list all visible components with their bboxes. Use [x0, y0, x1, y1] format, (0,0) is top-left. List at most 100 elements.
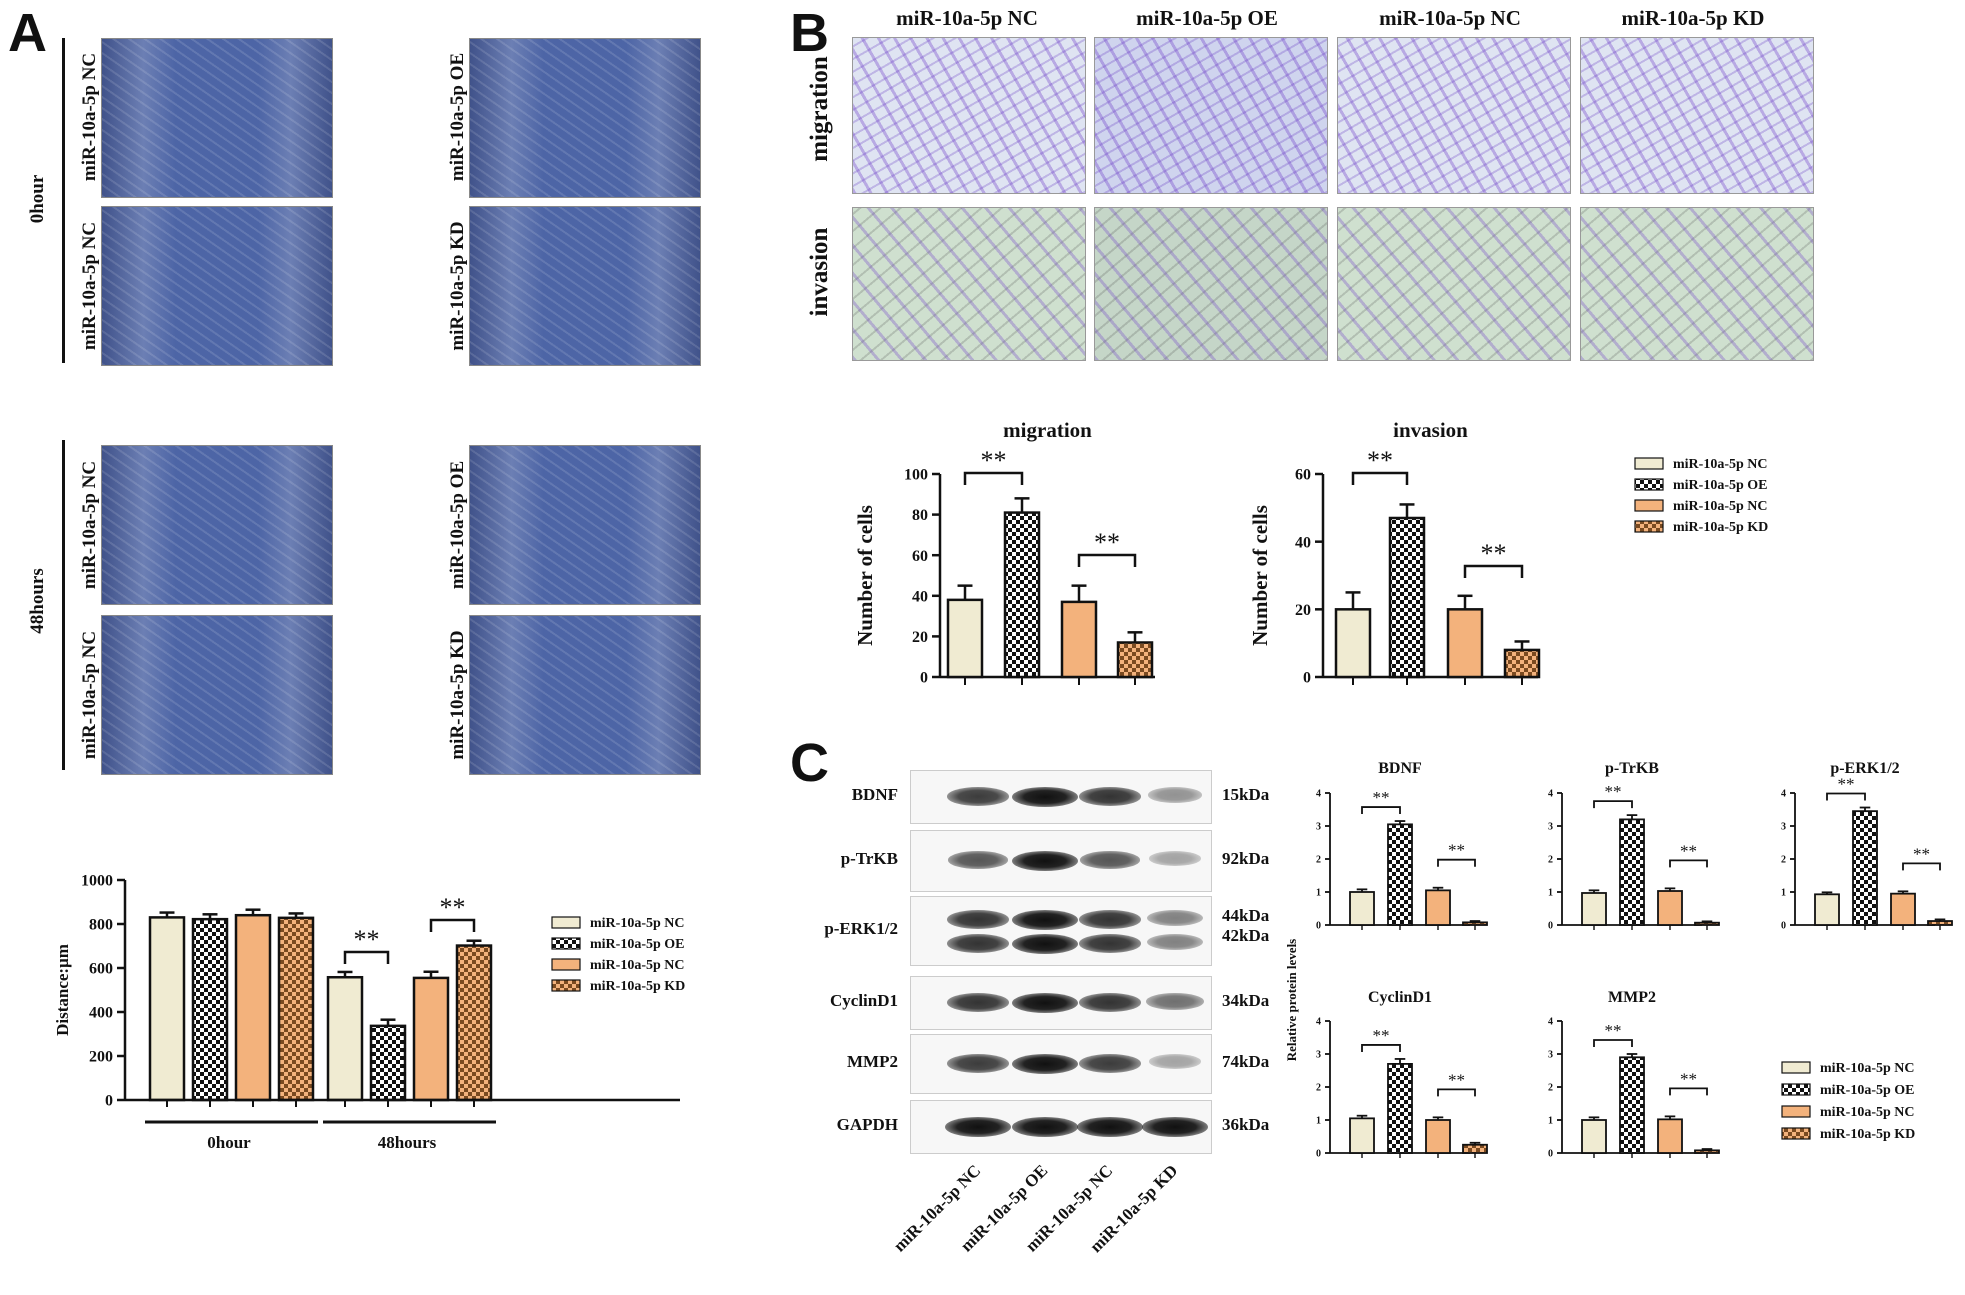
significance-bracket — [1669, 1087, 1708, 1096]
significance-label: ** — [1448, 1070, 1465, 1089]
bar — [455, 944, 493, 1102]
wound-image-48h-kd — [469, 615, 701, 775]
significance-bracket — [1902, 862, 1941, 871]
y-axis-label: Number of cells — [1248, 505, 1272, 646]
bar — [191, 917, 229, 1102]
invasion-image-nc2 — [1337, 207, 1571, 361]
bar — [1657, 1118, 1683, 1154]
legend-swatch — [1781, 1127, 1811, 1140]
blot-kda-label: 36kDa — [1222, 1115, 1270, 1134]
bar — [1814, 893, 1840, 926]
y-axis-label: Relative protein levels — [1284, 939, 1299, 1062]
bar — [1060, 600, 1098, 679]
bar — [1446, 608, 1484, 679]
y-tick-label: 0 — [1316, 1149, 1321, 1160]
bar — [1349, 891, 1375, 926]
significance-label: ** — [1367, 446, 1393, 475]
bar — [1694, 1149, 1720, 1154]
blot-band — [1079, 1054, 1141, 1073]
chart-title: p-ERK1/2 — [1830, 760, 1899, 777]
blot-band — [1146, 993, 1204, 1010]
bar — [277, 916, 315, 1102]
blot-band — [1012, 934, 1078, 954]
significance-bracket — [1463, 564, 1524, 578]
significance-bracket — [1437, 858, 1476, 867]
y-tick-label: 600 — [89, 961, 113, 978]
bar — [1694, 921, 1720, 926]
y-tick-label: 2 — [1781, 855, 1786, 866]
bar — [1116, 641, 1154, 679]
significance-label: ** — [1605, 782, 1622, 801]
legend-label: miR-10a-5p NC — [1820, 1061, 1915, 1076]
legend-label: miR-10a-5p NC — [1673, 499, 1768, 514]
significance-label: ** — [1373, 788, 1390, 807]
blot-band — [1078, 910, 1142, 929]
blot-band — [1012, 1117, 1078, 1137]
blot-band — [1012, 1054, 1078, 1074]
wound-image-0h-nc — [101, 38, 333, 198]
chart-title: p-TrKB — [1605, 760, 1659, 777]
bar — [148, 916, 186, 1102]
chart-title: BDNF — [1378, 760, 1422, 777]
significance-bracket — [1593, 1039, 1633, 1047]
significance-label: ** — [1094, 528, 1120, 557]
chart-title: CyclinD1 — [1368, 989, 1432, 1006]
invasion-image-kd — [1580, 207, 1814, 361]
legend-swatch — [1781, 1105, 1811, 1118]
invasion-image-oe — [1094, 207, 1328, 361]
y-tick-label: 1 — [1548, 888, 1553, 899]
blot-band — [1148, 787, 1202, 803]
y-tick-label: 0 — [1316, 921, 1321, 932]
blot-kda-label: 74kDa — [1222, 1052, 1270, 1071]
y-tick-label: 0 — [1548, 921, 1553, 932]
significance-label: ** — [1680, 841, 1697, 860]
legend-swatch — [1634, 499, 1664, 512]
y-tick-label: 60 — [912, 548, 928, 565]
legend-swatch — [1781, 1061, 1811, 1074]
panel-letter-b: B — [790, 3, 829, 63]
bar — [1890, 892, 1916, 926]
y-tick-label: 1 — [1316, 888, 1321, 899]
significance-label: ** — [1838, 775, 1855, 794]
col-header: miR-10a-5p NC — [896, 6, 1038, 30]
y-tick-label: 1000 — [81, 873, 113, 890]
blot-band — [947, 1054, 1009, 1073]
y-tick-label: 100 — [904, 467, 928, 484]
y-tick-label: 400 — [89, 1005, 113, 1022]
significance-label: ** — [1481, 539, 1507, 568]
legend-label: miR-10a-5p NC — [1673, 457, 1768, 472]
legend-label: miR-10a-5p KD — [590, 979, 685, 994]
panel-letter-a: A — [8, 3, 47, 63]
y-tick-label: 2 — [1548, 1083, 1553, 1094]
y-tick-label: 0 — [1781, 921, 1786, 932]
bar — [234, 913, 272, 1102]
legend-swatch — [1781, 1083, 1811, 1096]
y-tick-label: 4 — [1316, 1017, 1321, 1028]
bar — [1425, 889, 1451, 926]
wound-image-0h-nc2 — [101, 206, 333, 366]
y-tick-label: 3 — [1781, 822, 1786, 833]
significance-label: ** — [981, 446, 1007, 475]
panel-letter-c: C — [790, 733, 829, 793]
significance-bracket — [1077, 553, 1137, 567]
y-tick-label: 0 — [1303, 670, 1311, 687]
bar — [946, 598, 984, 679]
legend-swatch — [551, 979, 581, 992]
migration-image-kd — [1580, 37, 1814, 194]
significance-bracket — [1361, 806, 1401, 815]
col-header: miR-10a-5p NC — [1379, 6, 1521, 30]
blot-band — [1078, 787, 1142, 806]
blot-band — [1012, 993, 1078, 1013]
blot-band — [1142, 1117, 1208, 1137]
wound-image-48h-nc — [101, 445, 333, 605]
y-tick-label: 800 — [89, 917, 113, 934]
bar — [326, 975, 364, 1102]
y-tick-label: 40 — [1295, 534, 1311, 551]
significance-bracket — [1351, 471, 1409, 485]
y-tick-label: 1 — [1781, 888, 1786, 899]
wound-image-48h-oe — [469, 445, 701, 605]
blot-band — [946, 910, 1010, 929]
wound-image-48h-nc2 — [101, 615, 333, 775]
x-group-label: 0hour — [207, 1133, 251, 1152]
